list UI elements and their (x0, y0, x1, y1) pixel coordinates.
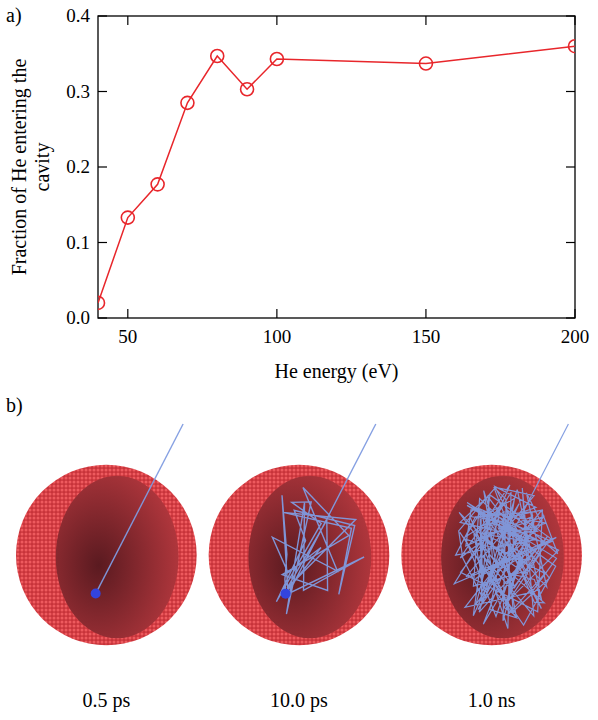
trajectory (96, 424, 183, 594)
y-tick-right (566, 242, 575, 243)
y-tick-label: 0.4 (66, 5, 90, 26)
line (98, 46, 575, 303)
x-tick-label: 200 (561, 326, 590, 347)
x-tick-label: 100 (263, 326, 292, 347)
marker (181, 96, 194, 109)
y-tick-right (566, 15, 575, 16)
x-tick (574, 309, 575, 318)
cavity-snapshot (16, 424, 197, 645)
y-tick-label: 0.1 (66, 232, 90, 253)
y-tick-label: 0.2 (66, 156, 90, 177)
time-label: 10.0 ps (270, 689, 328, 712)
x-tick-top (276, 16, 277, 25)
y-axis-title: Fraction of He entering thecavity (8, 59, 54, 276)
y-axis-title-line: cavity (31, 143, 54, 192)
marker (569, 40, 576, 53)
y-tick-right (566, 91, 575, 92)
y-tick-label: 0.3 (66, 81, 90, 102)
panel-label: a) (6, 4, 22, 27)
he-atom (281, 589, 291, 599)
y-tick-right (566, 317, 575, 318)
y-tick (98, 166, 107, 167)
cavity (56, 476, 179, 639)
x-tick (425, 309, 426, 318)
he-atom (91, 589, 101, 599)
path (272, 424, 375, 614)
time-label: 1.0 ns (468, 689, 516, 711)
x-tick-top (127, 16, 128, 25)
y-tick (98, 15, 107, 16)
cavity-snapshot (401, 424, 582, 645)
x-tick-top (574, 16, 575, 25)
cavity-snapshot (209, 424, 390, 645)
trajectory (272, 424, 375, 614)
x-tick-label: 150 (412, 326, 441, 347)
plot-frame (98, 16, 575, 318)
marker (270, 53, 283, 66)
trajectory (454, 424, 568, 629)
y-axis-title-line: Fraction of He entering the (8, 59, 31, 276)
x-tick (276, 309, 277, 318)
marker (211, 50, 224, 63)
data-group (98, 40, 575, 310)
panel-label: b) (6, 394, 23, 417)
x-tick-top (425, 16, 426, 25)
x-axis-title: He energy (eV) (274, 360, 398, 383)
path (96, 424, 183, 594)
marker (151, 178, 164, 191)
figure: a) 50 100 150 200 0.0 0.1 0.2 0.3 0.4 He energy (e… (0, 0, 598, 720)
y-tick (98, 317, 107, 318)
sphere (16, 465, 197, 646)
marker (419, 57, 432, 70)
y-tick-right (566, 166, 575, 167)
y-tick-label: 0.0 (66, 307, 90, 328)
y-tick (98, 91, 107, 92)
marker (98, 296, 105, 309)
x-tick-label: 50 (118, 326, 137, 347)
marker (241, 83, 254, 96)
x-tick (127, 309, 128, 318)
time-label: 0.5 ps (82, 689, 130, 712)
y-tick (98, 242, 107, 243)
path (454, 424, 568, 629)
marker (121, 211, 134, 224)
